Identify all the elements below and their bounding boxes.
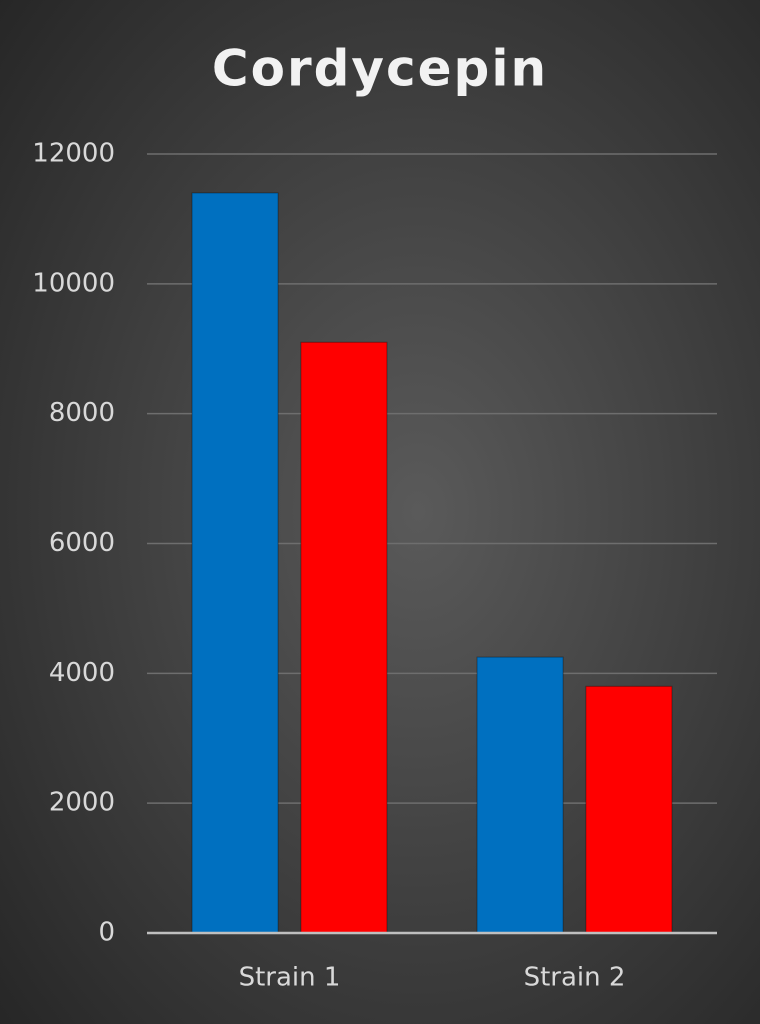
y-tick-label: 0 xyxy=(98,918,115,948)
bar xyxy=(476,656,564,934)
x-tick-label: Strain 2 xyxy=(524,963,626,993)
y-tick-label: 12000 xyxy=(32,139,115,169)
y-tick-label: 8000 xyxy=(49,398,115,428)
bar xyxy=(191,192,279,934)
y-tick-label: 6000 xyxy=(49,528,115,558)
y-tick-label: 2000 xyxy=(49,788,115,818)
chart-title: Cordycepin xyxy=(212,40,548,98)
y-tick-label: 4000 xyxy=(49,658,115,688)
bar xyxy=(300,341,388,934)
x-tick-label: Strain 1 xyxy=(239,963,341,993)
bar xyxy=(585,685,673,934)
y-tick-label: 10000 xyxy=(32,268,115,298)
